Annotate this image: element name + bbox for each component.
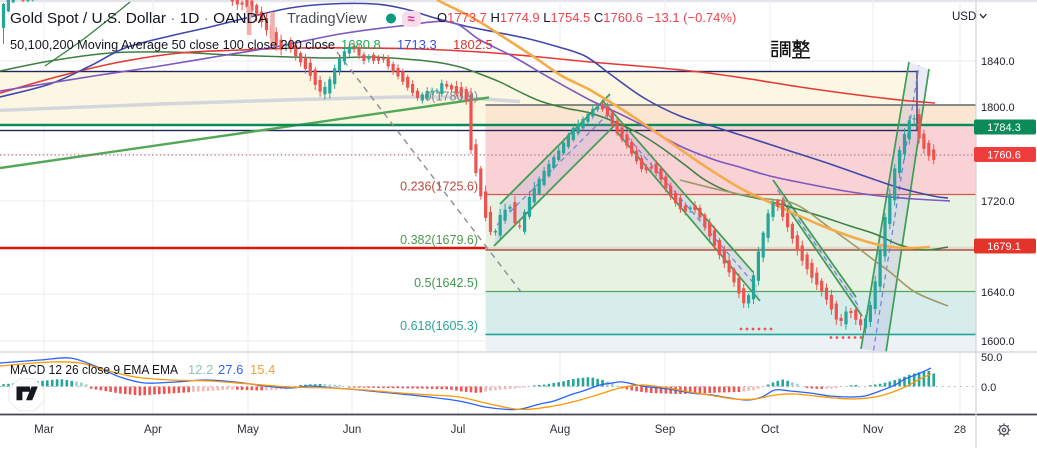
svg-text:12.2: 12.2 (188, 362, 213, 377)
svg-text:TradingView: TradingView (287, 11, 367, 27)
svg-text:USD: USD (952, 11, 976, 23)
svg-text:MACD 12 26 close 9 EMA EMA: MACD 12 26 close 9 EMA EMA (10, 362, 178, 377)
svg-text:≈: ≈ (407, 11, 414, 26)
svg-text:May: May (237, 424, 259, 436)
svg-text:Jul: Jul (451, 424, 466, 436)
svg-text:0.618(1605.3): 0.618(1605.3) (400, 319, 478, 333)
svg-text:1784.3: 1784.3 (987, 122, 1021, 134)
svg-text:1840.0: 1840.0 (981, 56, 1015, 68)
svg-text:1600.0: 1600.0 (981, 336, 1015, 348)
svg-text:0(1780.9): 0(1780.9) (424, 90, 478, 104)
svg-text:27.6: 27.6 (218, 362, 243, 377)
svg-text:0.382(1679.6): 0.382(1679.6) (400, 233, 478, 247)
svg-text:0.236(1725.6): 0.236(1725.6) (400, 180, 478, 194)
svg-text:0.0: 0.0 (981, 382, 996, 394)
svg-text:1800.0: 1800.0 (981, 102, 1015, 114)
svg-text:Aug: Aug (550, 424, 570, 436)
svg-text:0.5(1642.5): 0.5(1642.5) (414, 276, 478, 290)
svg-text:15.4: 15.4 (250, 362, 275, 377)
svg-text:Nov: Nov (863, 424, 884, 436)
svg-text:50,100,200 Moving Average 50 c: 50,100,200 Moving Average 50 close 100 c… (10, 37, 335, 52)
svg-text:Oct: Oct (761, 424, 780, 436)
svg-text:1679.1: 1679.1 (987, 241, 1021, 253)
svg-text:1640.0: 1640.0 (981, 287, 1015, 299)
svg-text:Gold Spot / U.S. Dollar · 1D ·: Gold Spot / U.S. Dollar · 1D · OANDA (10, 11, 268, 27)
svg-text:28: 28 (954, 424, 966, 436)
svg-text:1802.5: 1802.5 (453, 37, 493, 52)
svg-text:50.0: 50.0 (981, 352, 1002, 364)
svg-text:1760.6: 1760.6 (987, 150, 1021, 162)
svg-text:Mar: Mar (34, 424, 54, 436)
svg-text:O1773.7 H1774.9 L1754.5 C1760.: O1773.7 H1774.9 L1754.5 C1760.6 −13.1 (−… (437, 10, 736, 25)
svg-text:1720.0: 1720.0 (981, 196, 1015, 208)
svg-text:Sep: Sep (655, 424, 675, 436)
svg-text:1713.3: 1713.3 (397, 37, 437, 52)
svg-text:1680.8: 1680.8 (341, 37, 381, 52)
svg-text:Apr: Apr (144, 424, 162, 436)
svg-text:Jun: Jun (343, 424, 362, 436)
